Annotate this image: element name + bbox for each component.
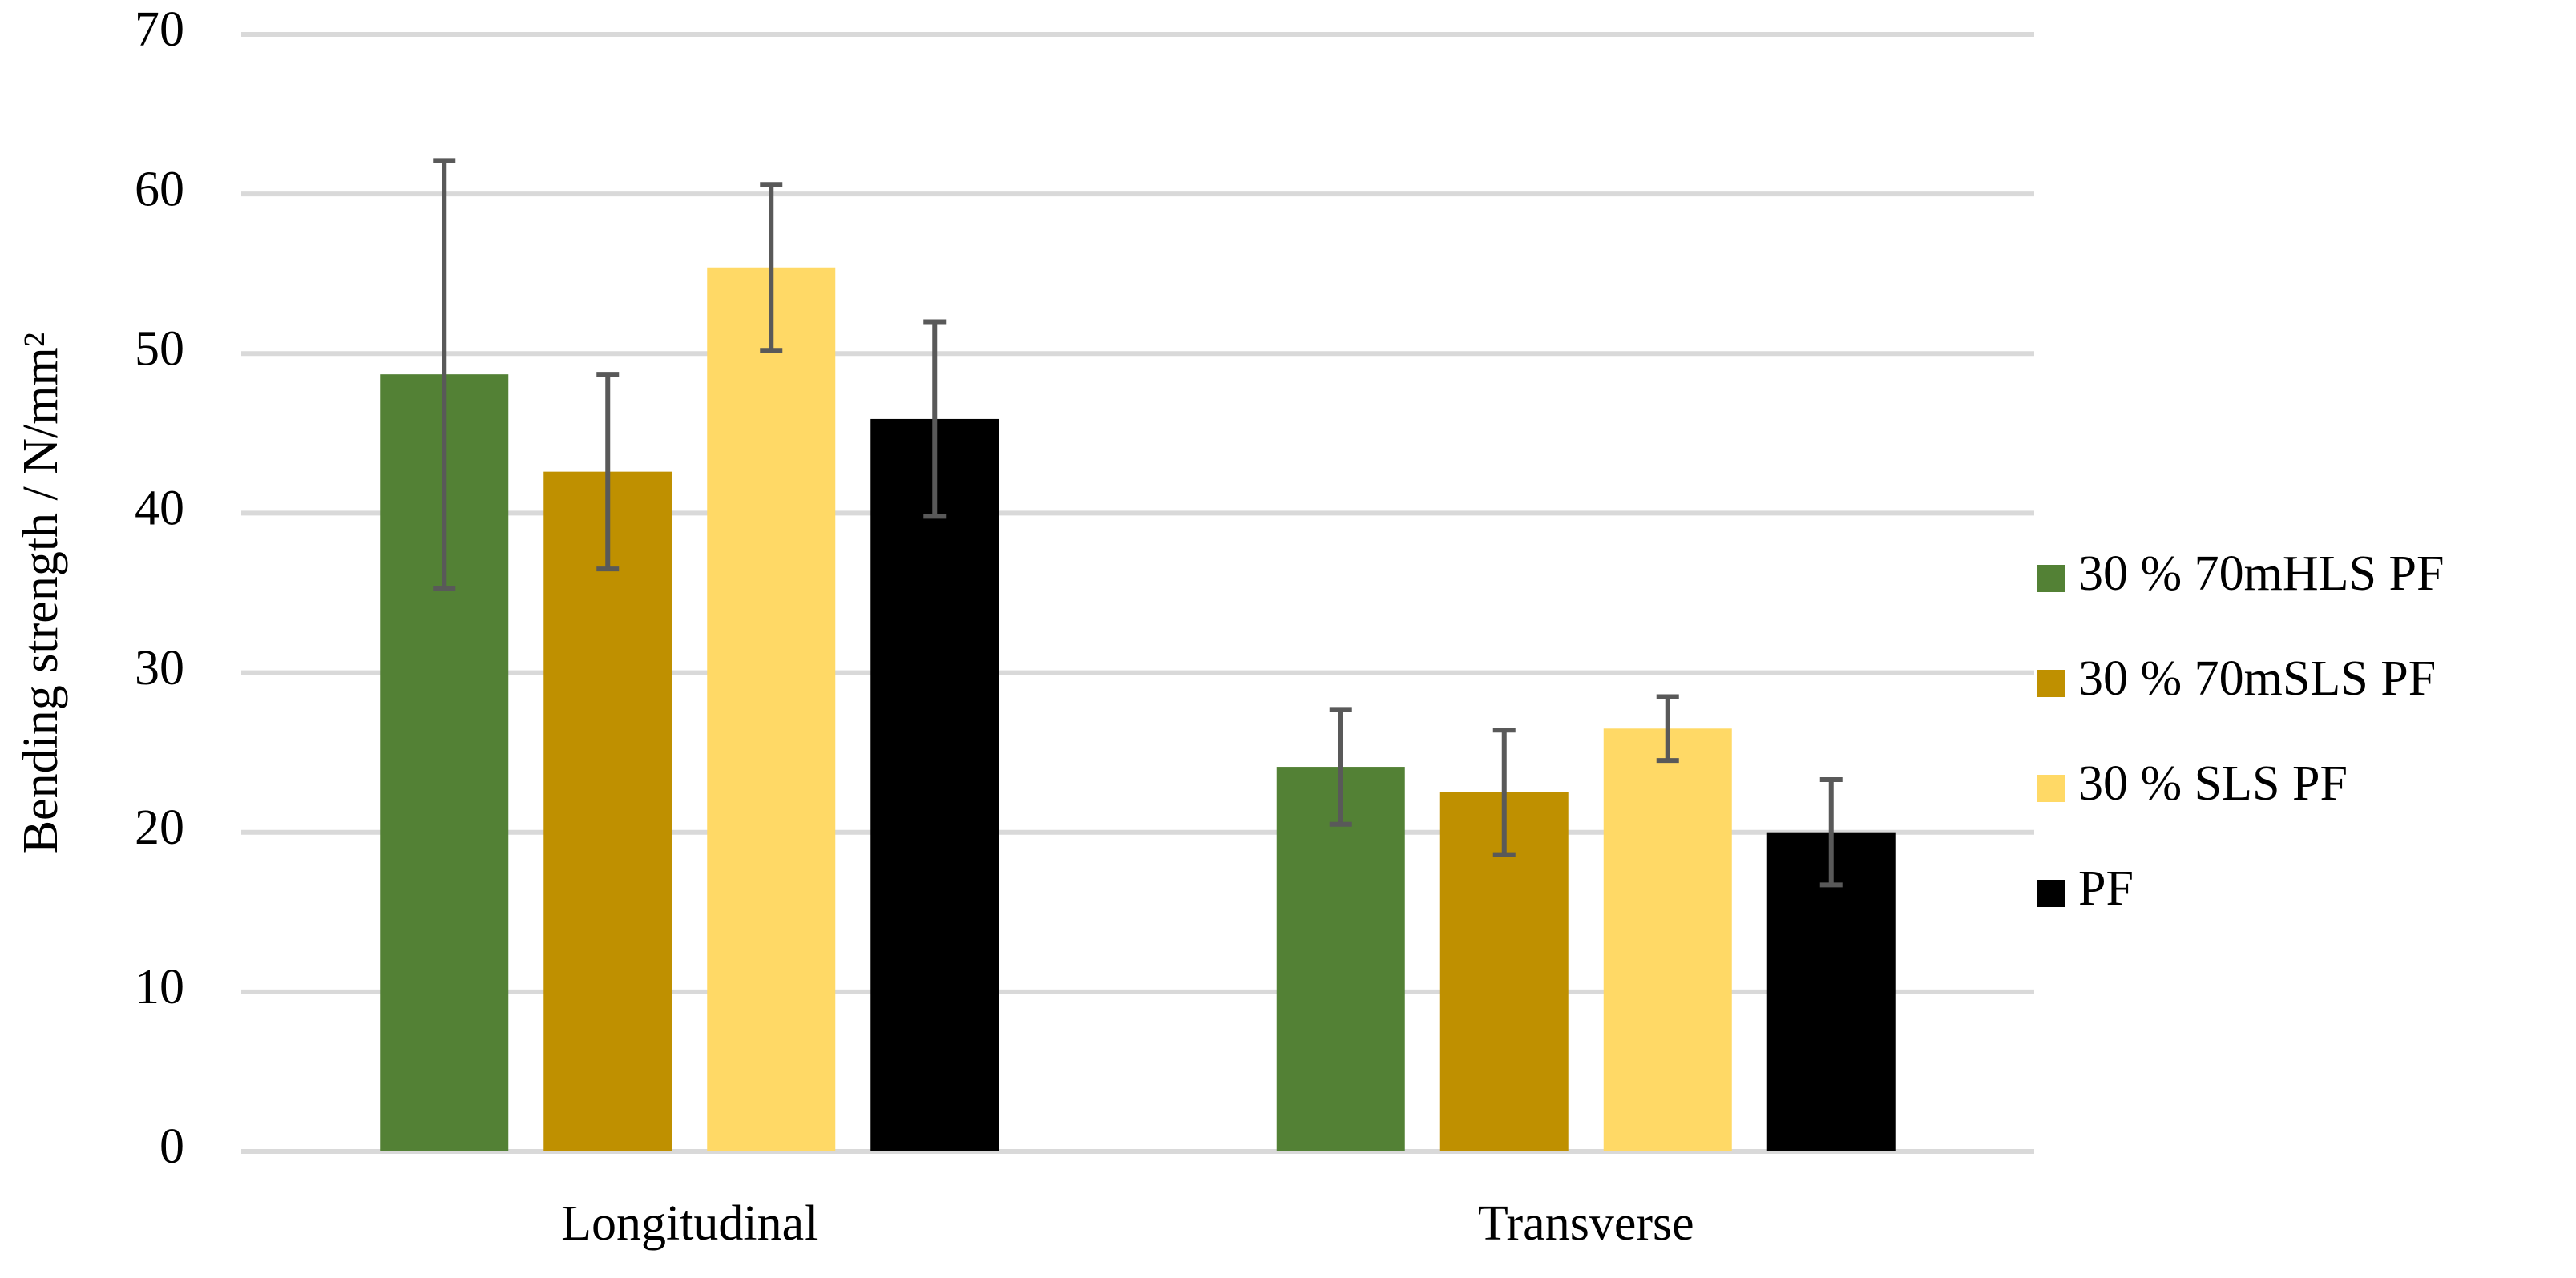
bar — [1276, 767, 1405, 1151]
x-tick-label: Longitudinal — [561, 1196, 818, 1251]
legend-label: 30 % 70mSLS PF — [2078, 651, 2436, 706]
x-tick-label: Transverse — [1478, 1196, 1694, 1251]
legend-label: 30 % SLS PF — [2078, 756, 2348, 811]
legend-label: 30 % 70mHLS PF — [2078, 546, 2444, 601]
y-tick-label: 0 — [159, 1119, 184, 1174]
y-tick-label: 40 — [135, 482, 184, 536]
y-tick-label: 50 — [135, 322, 184, 377]
legend-label: PF — [2078, 861, 2134, 916]
y-tick-label: 70 — [135, 2, 184, 57]
bar — [870, 418, 999, 1151]
bar — [1603, 728, 1732, 1151]
legend-swatch — [2037, 670, 2065, 697]
bar — [707, 267, 836, 1152]
bar — [543, 471, 672, 1151]
y-tick-label: 10 — [135, 960, 184, 1014]
y-axis-title: Bending strength / N/mm² — [14, 333, 68, 854]
legend-swatch — [2037, 565, 2065, 592]
y-tick-label: 60 — [135, 162, 184, 216]
legend-swatch — [2037, 880, 2065, 907]
y-tick-label: 30 — [135, 641, 184, 695]
legend-swatch — [2037, 775, 2065, 802]
y-tick-label: 20 — [135, 800, 184, 855]
